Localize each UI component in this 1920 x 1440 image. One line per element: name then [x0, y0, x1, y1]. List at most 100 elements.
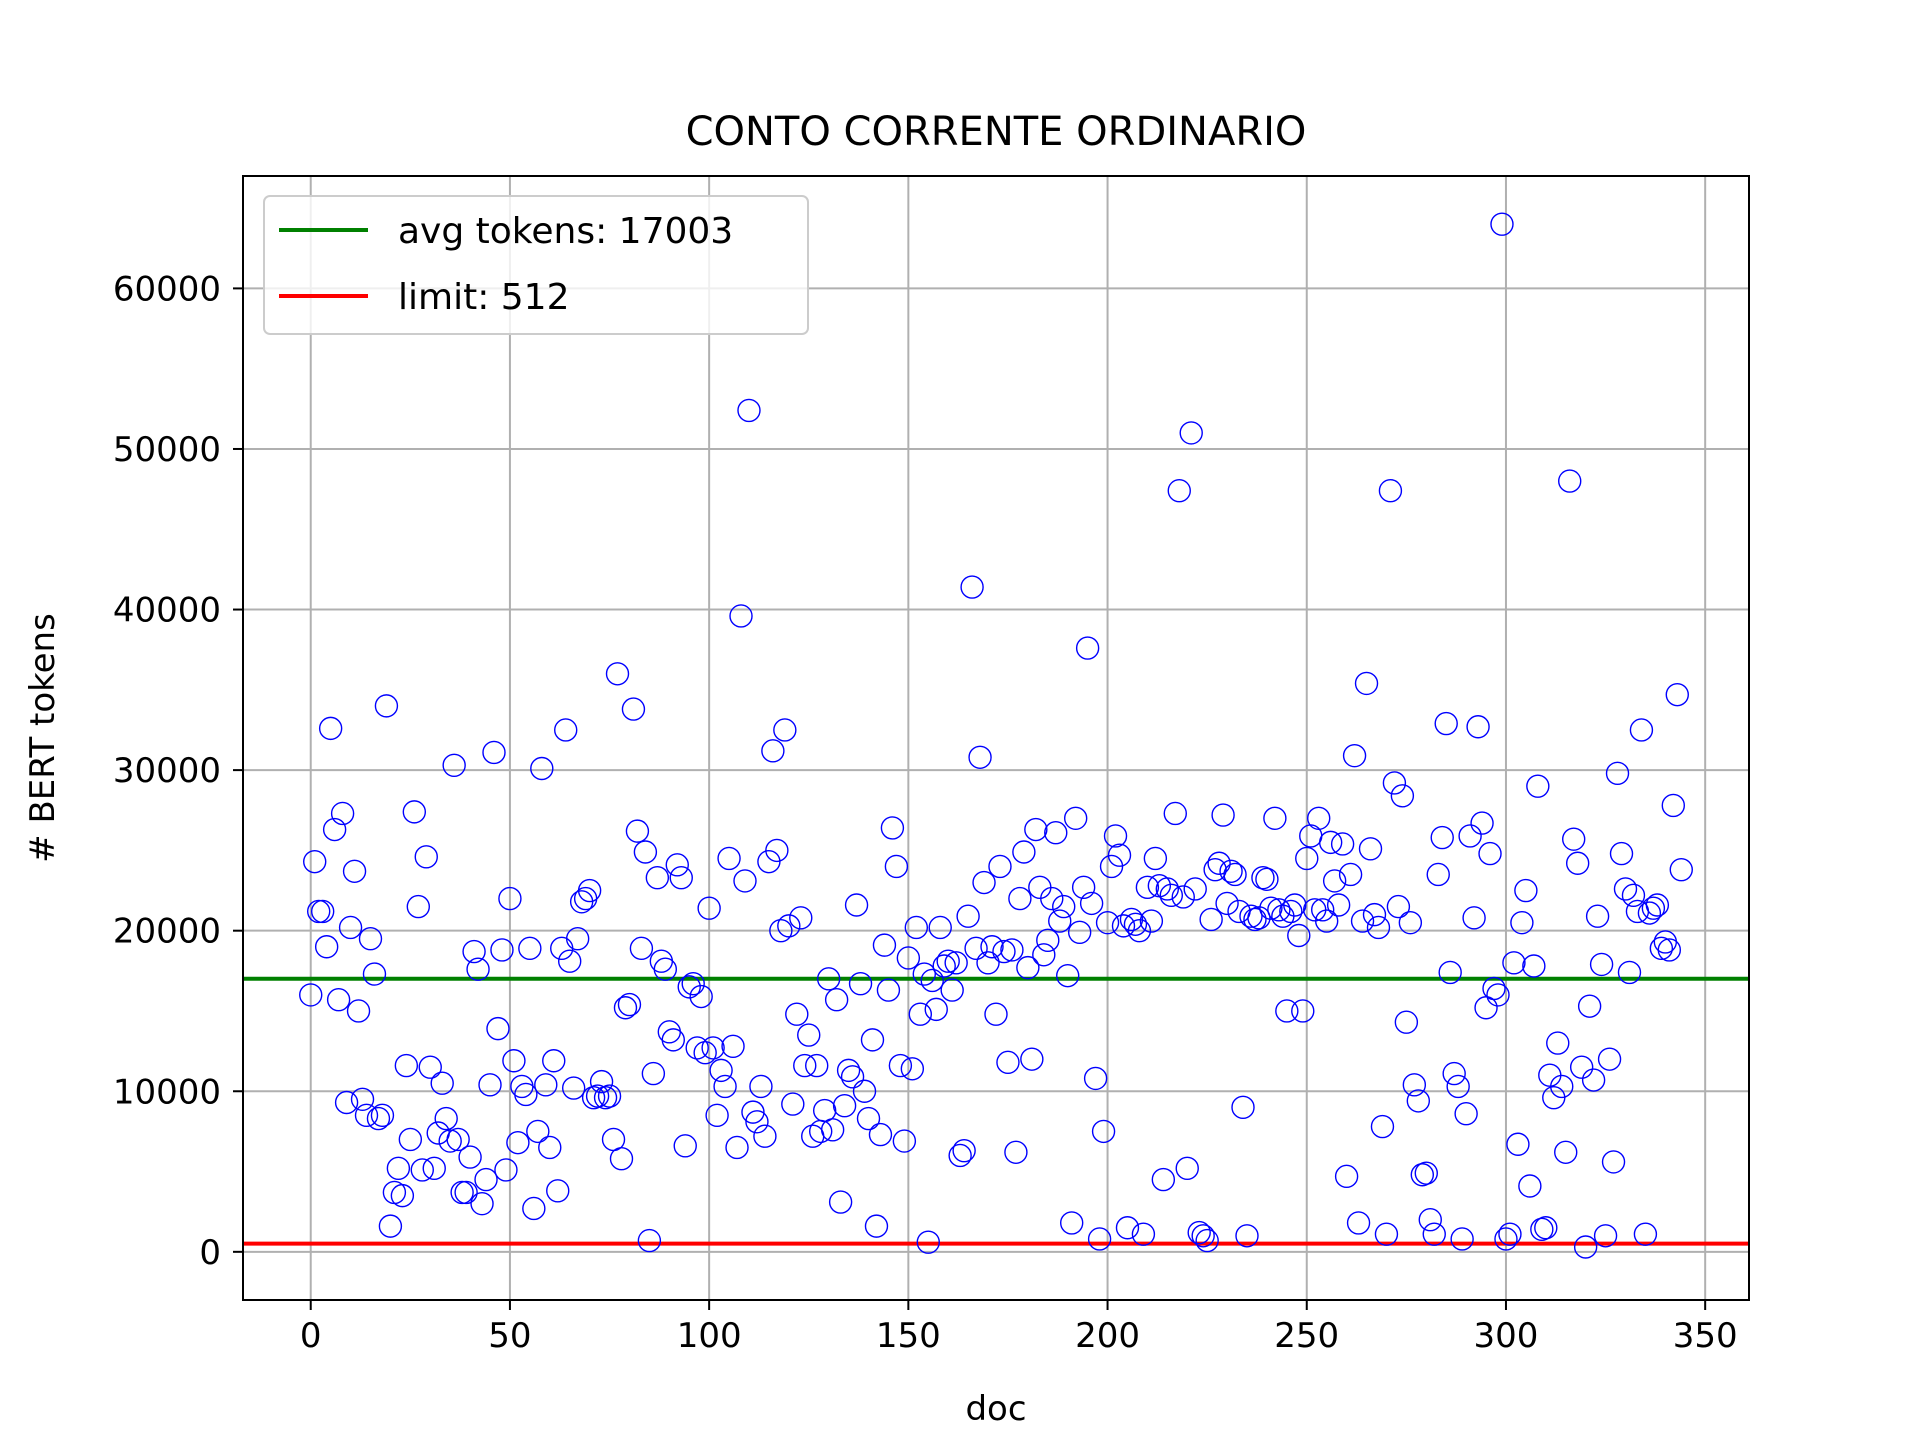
- data-point: [454, 1180, 478, 1205]
- data-point: [745, 1110, 769, 1134]
- data-point: [625, 819, 650, 843]
- data-point: [1155, 877, 1180, 901]
- y-tick-label: 40000: [113, 591, 221, 631]
- data-point: [1322, 869, 1347, 893]
- data-point: [502, 1049, 526, 1073]
- data-point: [1016, 955, 1040, 980]
- data-point: [506, 1130, 530, 1155]
- data-point: [370, 1103, 395, 1128]
- data-point: [1083, 1066, 1108, 1091]
- data-point: [1143, 846, 1168, 871]
- data-point: [1498, 1222, 1522, 1246]
- data-point: [797, 1023, 821, 1047]
- data-point: [1048, 909, 1072, 933]
- data-point: [629, 936, 654, 961]
- data-point: [542, 1049, 566, 1073]
- data-point: [342, 859, 367, 883]
- data-point: [1263, 806, 1287, 830]
- data-point: [494, 1158, 518, 1182]
- x-tick-label: 50: [488, 1316, 531, 1356]
- data-point: [482, 740, 506, 765]
- data-point: [1044, 821, 1068, 845]
- data-point: [406, 894, 431, 919]
- data-point: [1613, 877, 1638, 901]
- data-point: [864, 1214, 889, 1238]
- data-point: [538, 1135, 562, 1160]
- data-point: [366, 1106, 391, 1131]
- data-point: [585, 1084, 610, 1108]
- data-point: [1366, 915, 1391, 940]
- data-point: [362, 962, 387, 986]
- data-point: [390, 1183, 415, 1208]
- data-point: [912, 962, 936, 986]
- data-point: [557, 949, 582, 973]
- data-point: [1107, 843, 1132, 867]
- y-tick-label: 60000: [113, 269, 221, 309]
- data-point: [1135, 875, 1160, 900]
- data-point: [597, 1084, 622, 1108]
- data-point: [358, 927, 383, 951]
- data-point: [1151, 1167, 1176, 1192]
- data-point: [1350, 909, 1375, 933]
- data-point: [565, 927, 590, 951]
- data-point: [1458, 824, 1482, 848]
- data-point: [346, 999, 371, 1023]
- data-point: [1310, 898, 1335, 922]
- data-point: [1398, 910, 1423, 935]
- data-point: [900, 1057, 925, 1081]
- data-point: [944, 951, 968, 975]
- data-point: [828, 1190, 853, 1214]
- data-point: [1059, 1211, 1084, 1235]
- data-point: [418, 1055, 442, 1079]
- data-point: [1665, 682, 1689, 707]
- data-point: [350, 1087, 375, 1111]
- data-point: [852, 1079, 877, 1103]
- data-point: [577, 878, 602, 903]
- data-point: [1326, 893, 1351, 917]
- data-point: [1589, 952, 1614, 977]
- data-point: [1645, 893, 1670, 917]
- data-point: [522, 1196, 546, 1221]
- data-point: [1641, 896, 1666, 920]
- data-point: [386, 1156, 411, 1181]
- data-point: [326, 988, 351, 1012]
- data-point: [777, 914, 801, 938]
- data-point: [398, 1127, 423, 1152]
- data-point: [486, 1016, 510, 1041]
- data-point: [713, 1074, 737, 1099]
- data-point: [1406, 1089, 1431, 1113]
- plot-frame: [242, 175, 1750, 1301]
- legend-box: [263, 195, 809, 335]
- data-point: [1390, 784, 1415, 808]
- data-point: [299, 983, 323, 1007]
- data-point: [1127, 918, 1152, 943]
- data-point: [1012, 840, 1036, 864]
- data-point: [1346, 1211, 1371, 1235]
- data-point: [1649, 936, 1674, 961]
- data-point: [1394, 1010, 1419, 1034]
- data-point: [490, 938, 514, 962]
- data-point: [673, 1134, 697, 1158]
- y-axis-label: # BERT tokens: [23, 613, 63, 863]
- data-point: [470, 1191, 494, 1216]
- data-point: [1235, 1224, 1259, 1248]
- data-point: [888, 1053, 913, 1078]
- data-point: [1191, 1224, 1215, 1248]
- data-point: [1131, 1222, 1156, 1246]
- data-point: [1036, 928, 1060, 953]
- data-point: [836, 1058, 861, 1083]
- data-point: [1418, 1208, 1442, 1232]
- data-point: [793, 1053, 817, 1078]
- data-point: [765, 838, 789, 863]
- data-point: [753, 1124, 777, 1148]
- data-point: [310, 899, 335, 924]
- data-point: [916, 1230, 940, 1254]
- data-point: [1171, 885, 1195, 909]
- data-point: [785, 1002, 809, 1026]
- data-point: [1267, 898, 1291, 922]
- y-tick-label: 20000: [113, 912, 221, 952]
- data-point: [645, 865, 670, 890]
- data-point: [820, 1118, 845, 1142]
- data-point: [1490, 212, 1514, 236]
